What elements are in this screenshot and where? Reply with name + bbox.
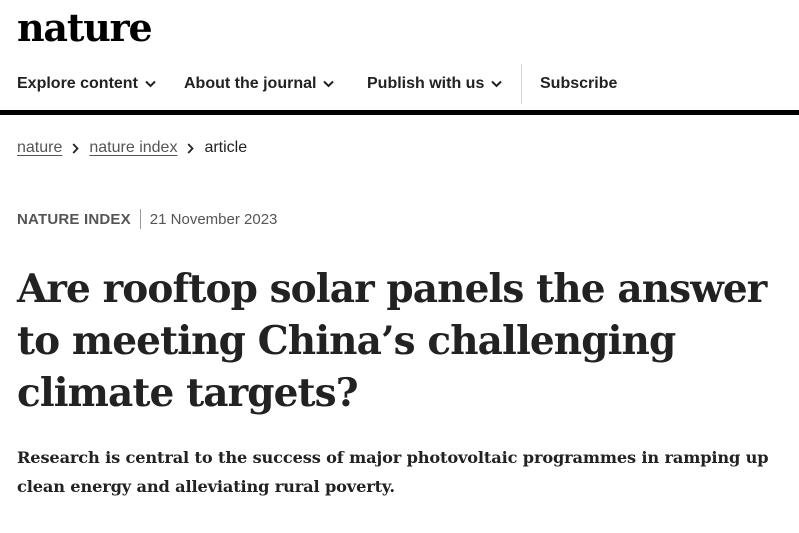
article-type: NATURE INDEX bbox=[17, 210, 131, 228]
header-rule bbox=[0, 110, 799, 115]
chevron-down-icon bbox=[491, 80, 503, 88]
main-navigation: Explore content About the journal Publis… bbox=[0, 60, 799, 108]
nav-explore-content[interactable]: Explore content bbox=[17, 60, 156, 108]
breadcrumb-link-nature[interactable]: nature bbox=[17, 139, 63, 156]
meta-divider bbox=[139, 209, 141, 229]
chevron-right-icon bbox=[72, 142, 80, 154]
article-title: Are rooftop solar panels the answer to m… bbox=[17, 266, 767, 416]
chevron-down-icon bbox=[323, 80, 335, 88]
nav-divider bbox=[521, 64, 522, 104]
nature-logo[interactable]: nature bbox=[17, 5, 153, 50]
chevron-right-icon bbox=[187, 142, 195, 154]
nav-explore-label: Explore content bbox=[17, 75, 138, 92]
nav-about-label: About the journal bbox=[184, 75, 317, 92]
nav-about-journal[interactable]: About the journal bbox=[184, 60, 335, 108]
chevron-down-icon bbox=[145, 80, 156, 88]
breadcrumb: nature nature index article bbox=[17, 137, 247, 159]
nav-publish-label: Publish with us bbox=[367, 75, 485, 92]
breadcrumb-current: article bbox=[204, 139, 248, 156]
nav-subscribe[interactable]: Subscribe bbox=[540, 60, 617, 108]
nav-subscribe-label: Subscribe bbox=[540, 75, 618, 92]
article-standfirst: Research is central to the success of ma… bbox=[17, 448, 769, 496]
article-date: 21 November 2023 bbox=[149, 210, 278, 228]
nav-publish-with-us[interactable]: Publish with us bbox=[367, 60, 503, 108]
breadcrumb-link-nature-index[interactable]: nature index bbox=[89, 139, 178, 156]
article-meta: NATURE INDEX 21 November 2023 bbox=[17, 209, 277, 229]
